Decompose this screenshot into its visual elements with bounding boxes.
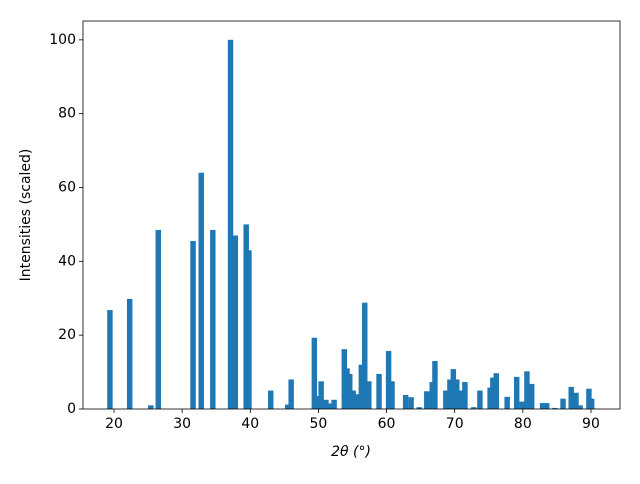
bar (568, 386, 574, 409)
y-tick-label: 60 (58, 179, 76, 195)
bar (318, 381, 324, 409)
bar (471, 407, 477, 409)
bar (227, 39, 234, 409)
bar (267, 390, 274, 409)
bar (462, 382, 468, 409)
bar (385, 351, 392, 409)
bar (450, 369, 457, 409)
bar (443, 390, 449, 409)
x-axis-label: 2θ (°) (331, 444, 371, 460)
bar (519, 401, 525, 409)
bar (457, 390, 463, 409)
bar (155, 229, 162, 409)
bar (447, 379, 453, 409)
x-tick-label: 40 (241, 416, 259, 432)
bar (504, 396, 510, 409)
bar (362, 302, 368, 409)
x-tick-label: 60 (378, 416, 396, 432)
bar (366, 381, 372, 409)
bar (543, 403, 550, 409)
bar (432, 361, 438, 409)
bar (285, 404, 291, 409)
x-tick-label: 30 (173, 416, 191, 432)
y-axis-label: Intensities (scaled) (18, 149, 34, 282)
bar (528, 383, 535, 409)
bar (126, 298, 133, 409)
bar (210, 229, 216, 409)
x-tick-label: 50 (310, 416, 328, 432)
bar (490, 377, 496, 409)
bar (347, 373, 353, 409)
x-tick-label: 70 (446, 416, 464, 432)
bar (573, 392, 579, 409)
bar (232, 235, 239, 409)
bar (454, 379, 460, 409)
bar (198, 172, 204, 409)
bar (323, 399, 329, 409)
y-tick-label: 100 (49, 32, 76, 48)
bar (190, 241, 196, 409)
y-tick-label: 0 (67, 401, 76, 417)
x-tick-label: 80 (514, 416, 532, 432)
plot-frame (82, 20, 621, 410)
bar (493, 373, 499, 409)
bar (424, 391, 430, 409)
bar (552, 407, 558, 409)
bar (350, 390, 356, 409)
bar (355, 394, 361, 409)
bar (311, 337, 318, 409)
bar (107, 310, 113, 409)
bar (376, 373, 382, 409)
bar (358, 364, 365, 409)
bar (416, 407, 422, 409)
bar (524, 371, 530, 409)
x-tick-label: 90 (582, 416, 600, 432)
bar (331, 399, 337, 409)
bar (148, 405, 154, 409)
bar (389, 381, 395, 409)
bar (408, 397, 414, 409)
x-tick-label: 20 (105, 416, 123, 432)
bar (327, 403, 333, 409)
bar (588, 398, 595, 409)
y-tick-label: 40 (58, 253, 76, 269)
bar (288, 379, 294, 409)
bar (577, 405, 583, 409)
bar (477, 390, 483, 409)
bar (560, 398, 566, 409)
y-tick-label: 20 (58, 327, 76, 343)
bar (513, 376, 520, 409)
bar (539, 403, 546, 409)
y-tick-label: 80 (58, 106, 76, 122)
bar (315, 396, 322, 409)
bar (402, 394, 409, 409)
bar (246, 250, 252, 409)
